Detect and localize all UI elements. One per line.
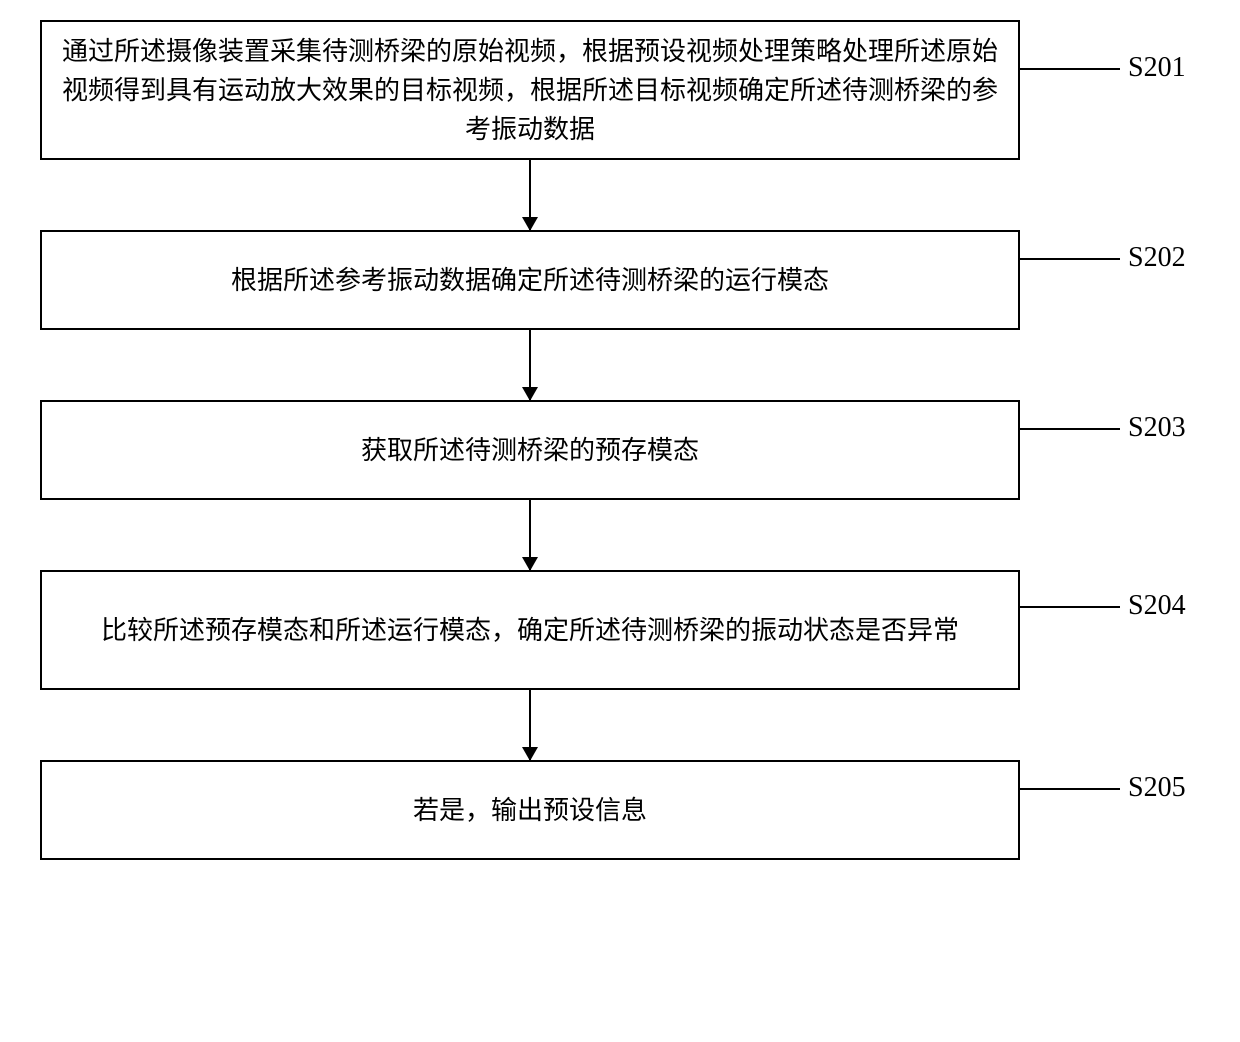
step-box-s201: 通过所述摄像装置采集待测桥梁的原始视频，根据预设视频处理策略处理所述原始视频得到… [40,20,1020,160]
arrow-icon [522,387,538,401]
step-wrapper-2: 根据所述参考振动数据确定所述待测桥梁的运行模态 S202 [40,230,1020,330]
step-wrapper-5: 若是，输出预设信息 S205 [40,760,1020,860]
step-text: 通过所述摄像装置采集待测桥梁的原始视频，根据预设视频处理策略处理所述原始视频得到… [62,32,998,149]
arrow-icon [522,557,538,571]
step-label-s204: S204 [1128,590,1186,622]
label-line [1020,606,1120,608]
step-label-s205: S205 [1128,772,1186,804]
step-box-s205: 若是，输出预设信息 [40,760,1020,860]
step-box-s202: 根据所述参考振动数据确定所述待测桥梁的运行模态 [40,230,1020,330]
step-text: 若是，输出预设信息 [413,791,647,830]
step-text: 比较所述预存模态和所述运行模态，确定所述待测桥梁的振动状态是否异常 [101,611,959,650]
step-wrapper-4: 比较所述预存模态和所述运行模态，确定所述待测桥梁的振动状态是否异常 S204 [40,570,1020,690]
connector-2 [529,330,531,400]
arrow-icon [522,217,538,231]
step-wrapper-3: 获取所述待测桥梁的预存模态 S203 [40,400,1020,500]
step-wrapper-1: 通过所述摄像装置采集待测桥梁的原始视频，根据预设视频处理策略处理所述原始视频得到… [40,20,1020,160]
label-line [1020,258,1120,260]
step-label-s203: S203 [1128,412,1186,444]
step-text: 获取所述待测桥梁的预存模态 [361,431,699,470]
step-text: 根据所述参考振动数据确定所述待测桥梁的运行模态 [231,261,829,300]
step-label-s201: S201 [1128,52,1186,84]
connector-1 [529,160,531,230]
step-box-s204: 比较所述预存模态和所述运行模态，确定所述待测桥梁的振动状态是否异常 [40,570,1020,690]
flowchart-container: 通过所述摄像装置采集待测桥梁的原始视频，根据预设视频处理策略处理所述原始视频得到… [40,20,1200,860]
connector-3 [529,500,531,570]
step-label-s202: S202 [1128,242,1186,274]
label-line [1020,788,1120,790]
label-line [1020,68,1120,70]
step-box-s203: 获取所述待测桥梁的预存模态 [40,400,1020,500]
arrow-icon [522,747,538,761]
connector-4 [529,690,531,760]
label-line [1020,428,1120,430]
